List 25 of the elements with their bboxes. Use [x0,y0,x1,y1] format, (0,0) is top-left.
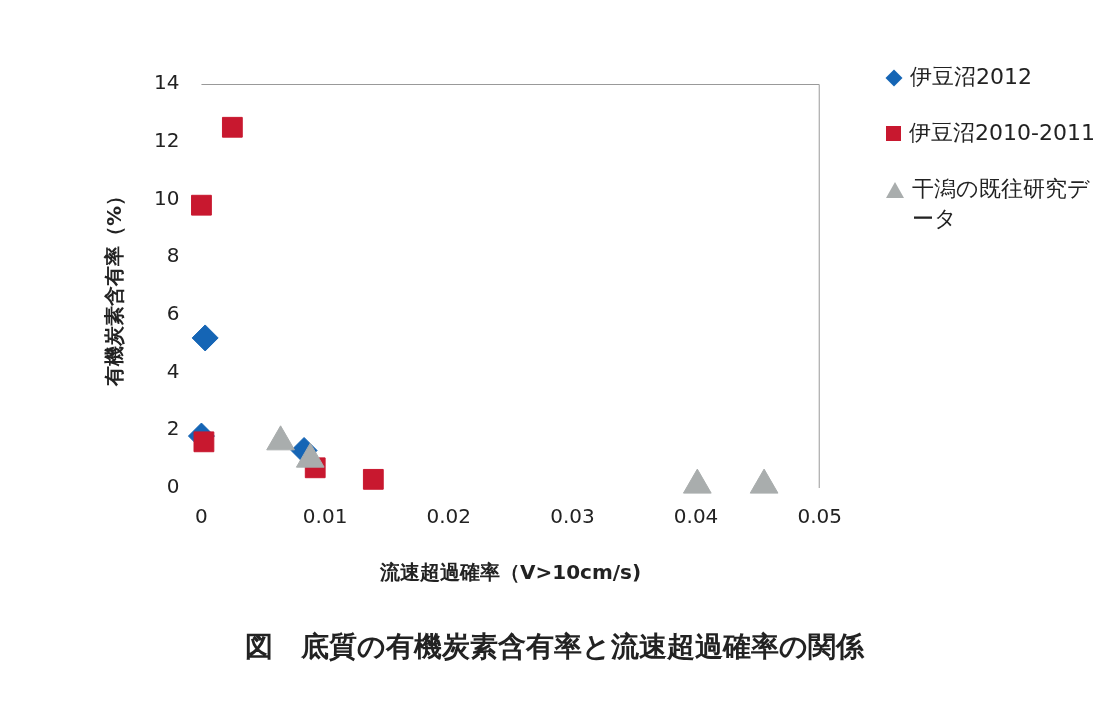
y-tick-label: 10 [154,185,180,210]
point [191,194,212,216]
x-tick-label: 0 [195,504,208,529]
point [221,116,243,138]
y-tick-label: 0 [166,474,180,499]
x-axis-title: 流速超過確率（V>10cm/s) [379,560,642,585]
legend-label: 伊豆沼2012 [910,63,1032,91]
legend-label: 干潟の既往研究データ [912,175,1091,233]
x-tick-label: 0.04 [673,504,719,529]
y-tick-label: 14 [154,70,180,95]
point [191,324,219,352]
y-tick-label: 12 [154,127,180,152]
y-axis-title: 有機炭素含有率（%） [102,185,127,388]
x-tick-label: 0.02 [426,504,472,529]
y-tick-label: 4 [166,358,180,383]
point [193,431,215,453]
y-tick-label: 2 [166,416,180,441]
text: 図 底質の有機炭素含有率と流速超過確率の関係 [243,629,865,665]
legend-label: 伊豆沼2010-2011 [909,119,1095,147]
x-tick-label: 0.01 [302,504,348,529]
point [362,468,384,490]
x-tick-label: 0.05 [797,504,842,529]
y-tick-label: 6 [166,301,180,326]
x-tick-label: 0.03 [550,504,595,529]
y-tick-label: 8 [166,243,180,268]
